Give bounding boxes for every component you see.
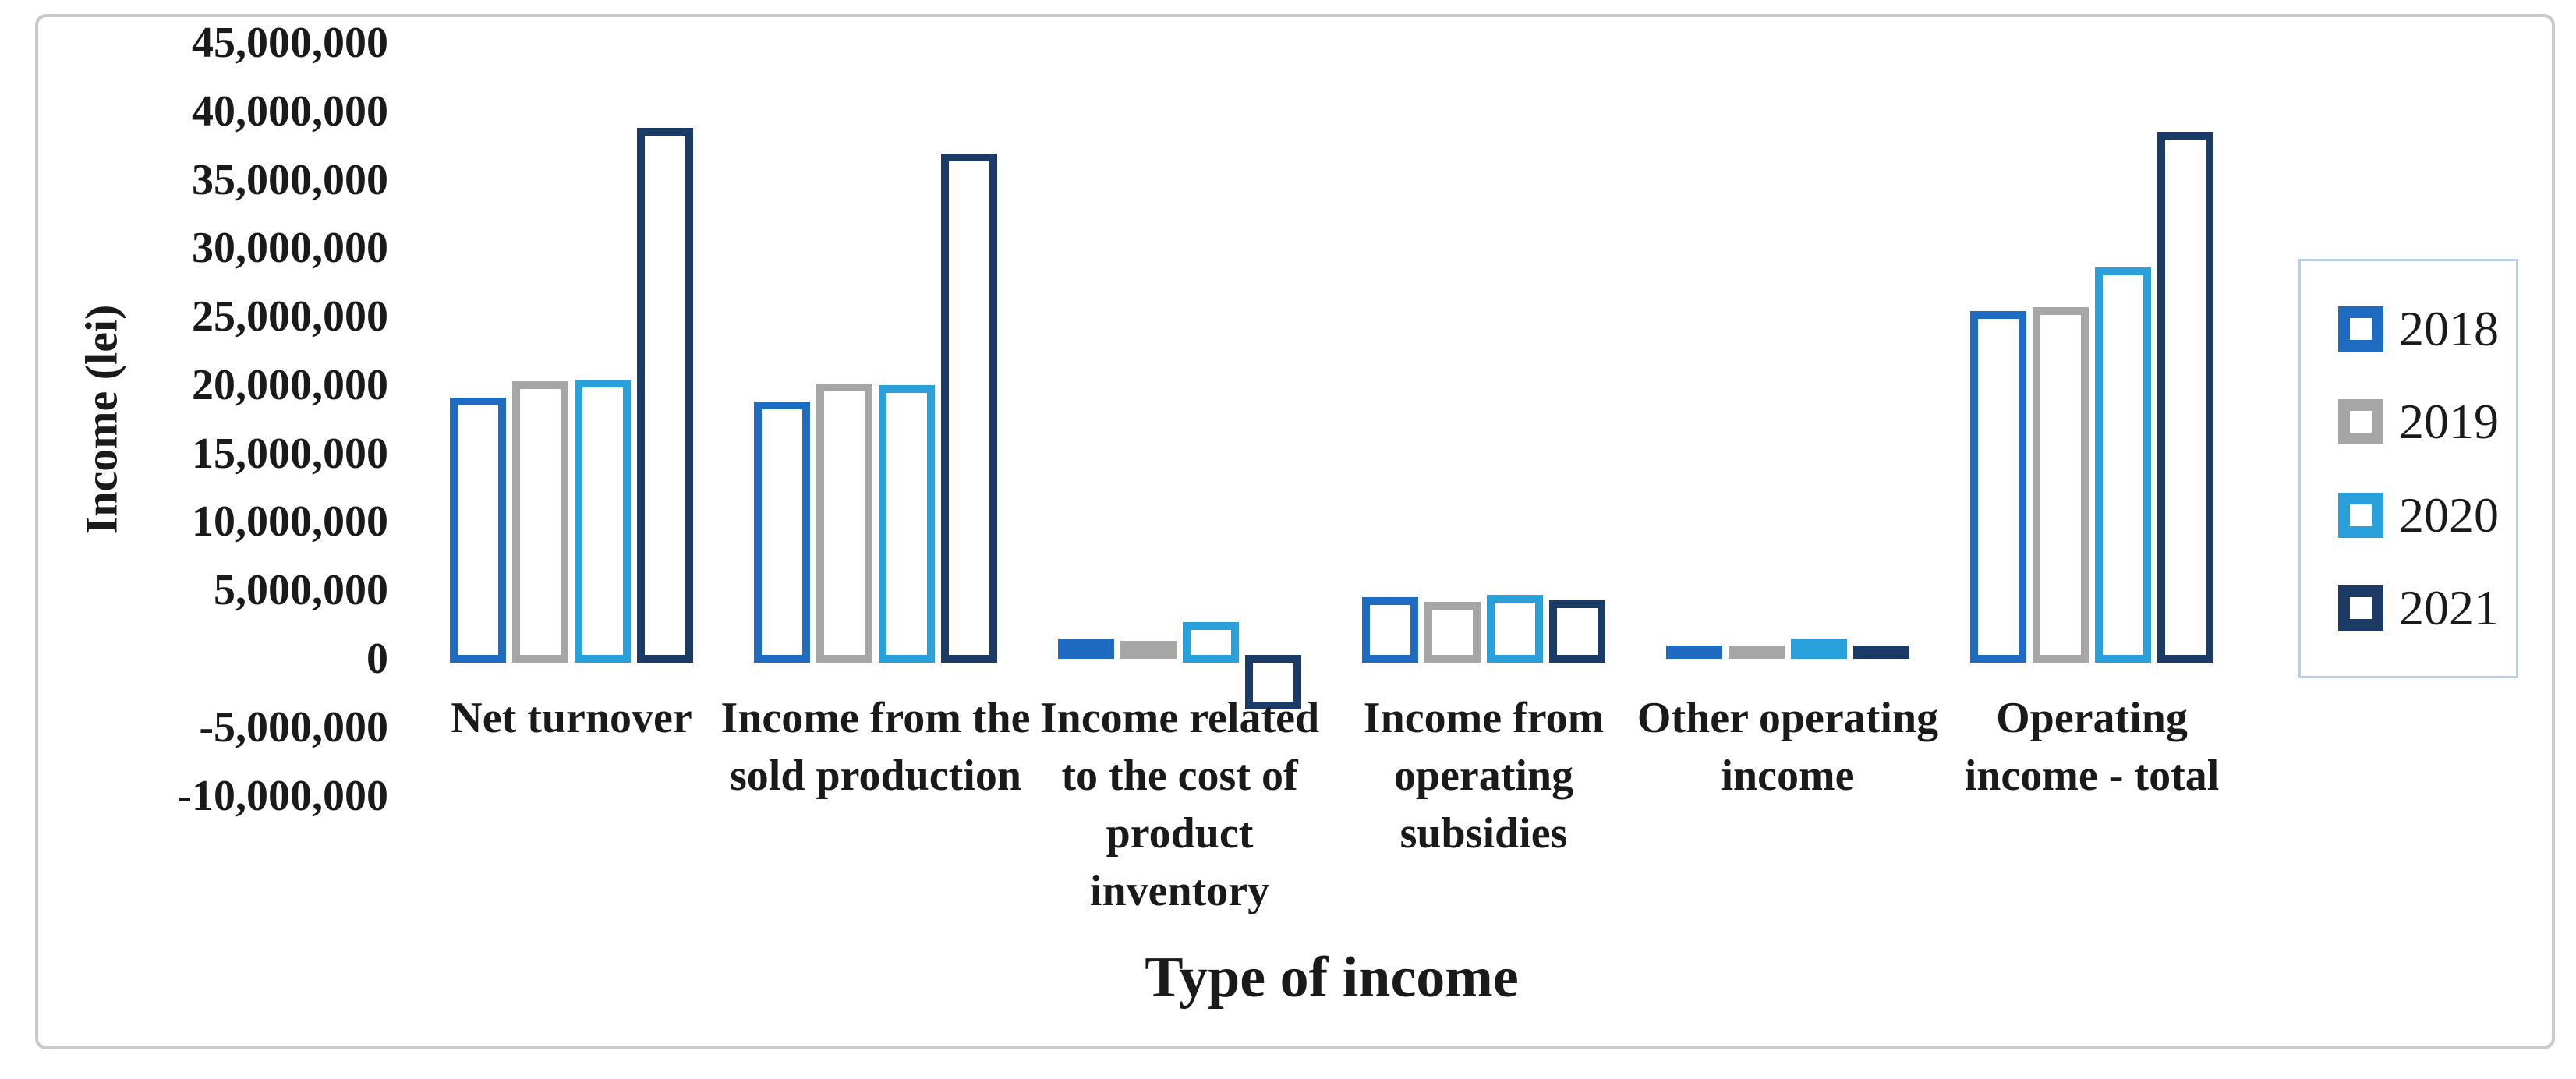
category-label-2: Income from the sold production <box>720 694 1031 800</box>
legend-item-2020: 2020 <box>2338 490 2516 540</box>
legend-item-2019: 2019 <box>2338 397 2516 447</box>
legend-swatch-icon <box>2338 585 2383 631</box>
bar-2020-category-2 <box>879 385 935 663</box>
y-tick-label: -10,000,000 <box>177 771 388 820</box>
y-tick-label: -5,000,000 <box>199 702 388 752</box>
bar-2018-category-5 <box>1666 645 1722 659</box>
bar-2019-category-3 <box>1120 641 1177 659</box>
legend-label: 2019 <box>2399 394 2499 450</box>
y-tick-label: 40,000,000 <box>192 87 388 136</box>
bar-2020-category-3 <box>1183 621 1239 663</box>
bar-2019-category-2 <box>816 384 872 663</box>
bar-2020-category-1 <box>575 380 631 663</box>
legend-label: 2020 <box>2399 486 2499 543</box>
legend-item-2018: 2018 <box>2338 304 2516 354</box>
bar-2018-category-6 <box>1970 311 2026 663</box>
bar-2019-category-5 <box>1729 645 1785 659</box>
bar-2018-category-2 <box>754 402 810 663</box>
legend-label: 2021 <box>2399 579 2499 635</box>
bar-2020-category-4 <box>1487 594 1543 663</box>
bar-2020-category-5 <box>1791 638 1847 659</box>
legend-label: 2018 <box>2399 301 2499 357</box>
bar-2020-category-6 <box>2095 267 2151 663</box>
bar-2021-category-5 <box>1853 645 1909 659</box>
y-tick-label: 45,000,000 <box>192 19 388 67</box>
bar-2019-category-6 <box>2033 307 2089 663</box>
y-tick-label: 0 <box>366 635 388 683</box>
y-tick-label: 20,000,000 <box>192 360 388 409</box>
bar-2018-category-3 <box>1058 638 1114 659</box>
bar-2021-category-1 <box>637 128 693 663</box>
bar-2021-category-2 <box>941 154 997 663</box>
figure-border <box>35 14 2555 1049</box>
y-tick-label: 10,000,000 <box>192 497 388 547</box>
x-axis-title: Type of income <box>1145 946 1519 1010</box>
bar-2021-category-4 <box>1549 600 1605 663</box>
legend-swatch-icon <box>2338 492 2383 538</box>
y-tick-label: 25,000,000 <box>192 292 388 341</box>
y-tick-label: 35,000,000 <box>192 155 388 204</box>
category-label-5: Other operating income <box>1637 694 1939 800</box>
bar-2018-category-1 <box>450 397 506 663</box>
category-label-3: Income related to the cost of product in… <box>1039 694 1320 915</box>
y-tick-label: 5,000,000 <box>214 566 388 615</box>
bar-2018-category-4 <box>1362 597 1418 663</box>
category-label-4: Income from operating subsidies <box>1363 694 1605 858</box>
y-tick-label: 15,000,000 <box>192 429 388 478</box>
legend-swatch-icon <box>2338 399 2383 445</box>
bar-2021-category-6 <box>2157 132 2213 663</box>
category-label-6: Operating income - total <box>1964 694 2220 800</box>
legend-item-2021: 2021 <box>2338 579 2516 635</box>
y-tick-label: 30,000,000 <box>192 224 388 273</box>
category-label-1: Net turnover <box>451 694 692 742</box>
legend-swatch-icon <box>2338 306 2383 352</box>
legend: 2018 2019 2020 2021 <box>2298 259 2518 678</box>
bar-2019-category-4 <box>1424 601 1481 663</box>
bar-2019-category-1 <box>512 380 568 663</box>
bar-2021-category-3 <box>1245 655 1301 709</box>
